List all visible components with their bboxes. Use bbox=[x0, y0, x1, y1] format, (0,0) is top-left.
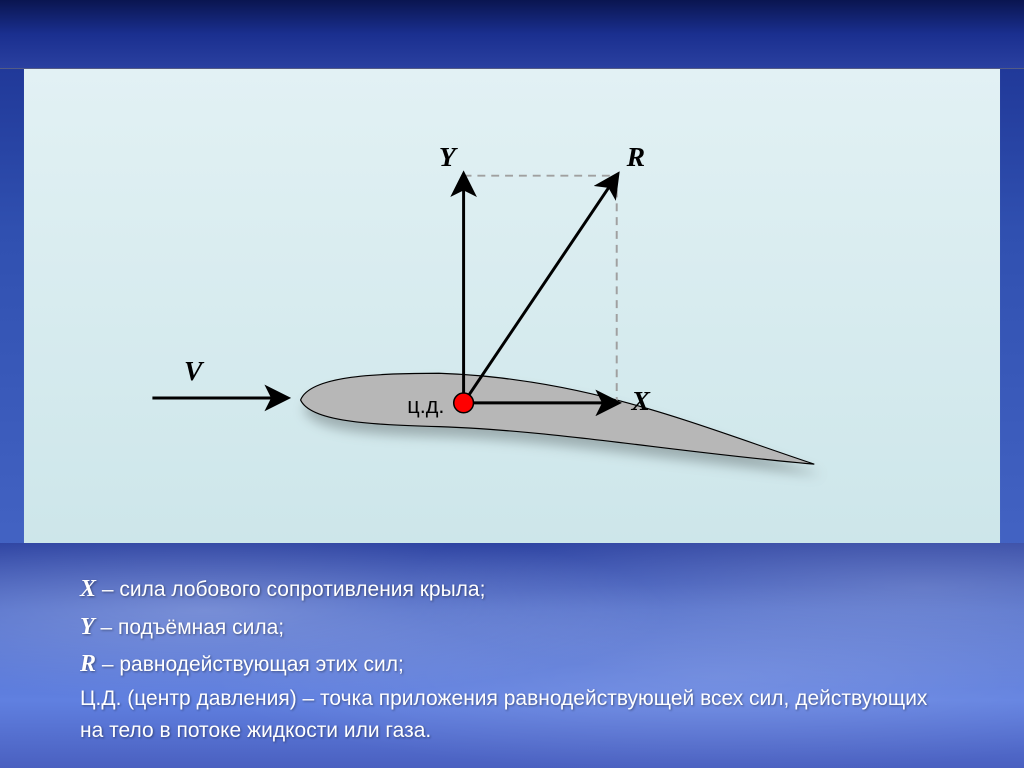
legend-x-var: X bbox=[80, 576, 96, 602]
label-cd: ц.д. bbox=[407, 393, 444, 418]
legend-y-text: – подъёмная сила; bbox=[95, 616, 284, 639]
legend-line-x: X – сила лобового сопротивления крыла; bbox=[80, 571, 944, 608]
diagram-area: V Y R X ц.д. bbox=[18, 69, 1006, 543]
legend-x-text: – сила лобового сопротивления крыла; bbox=[96, 578, 485, 601]
legend-area: X – сила лобового сопротивления крыла; Y… bbox=[0, 543, 1024, 768]
label-r: R bbox=[626, 141, 645, 172]
label-v: V bbox=[184, 355, 205, 386]
legend-line-cd: Ц.Д. (центр давления) – точка приложения… bbox=[80, 683, 944, 748]
legend-line-r: R – равнодействующая этих сил; bbox=[80, 646, 944, 683]
legend-r-var: R bbox=[80, 651, 96, 677]
legend-cd-var: Ц.Д. bbox=[80, 687, 121, 710]
legend-y-var: Y bbox=[80, 614, 95, 640]
center-pressure-dot bbox=[454, 393, 474, 413]
title-bar bbox=[0, 0, 1024, 69]
slide: V Y R X ц.д. X – сила лобового сопротивл… bbox=[0, 0, 1024, 768]
legend-cd-text: (центр давления) – точка приложения равн… bbox=[80, 687, 927, 743]
diagram-background bbox=[24, 69, 1000, 543]
aerodynamics-diagram: V Y R X ц.д. bbox=[18, 69, 1006, 543]
label-x: X bbox=[631, 385, 652, 416]
legend-r-text: – равнодействующая этих сил; bbox=[96, 653, 404, 676]
legend-line-y: Y – подъёмная сила; bbox=[80, 609, 944, 646]
